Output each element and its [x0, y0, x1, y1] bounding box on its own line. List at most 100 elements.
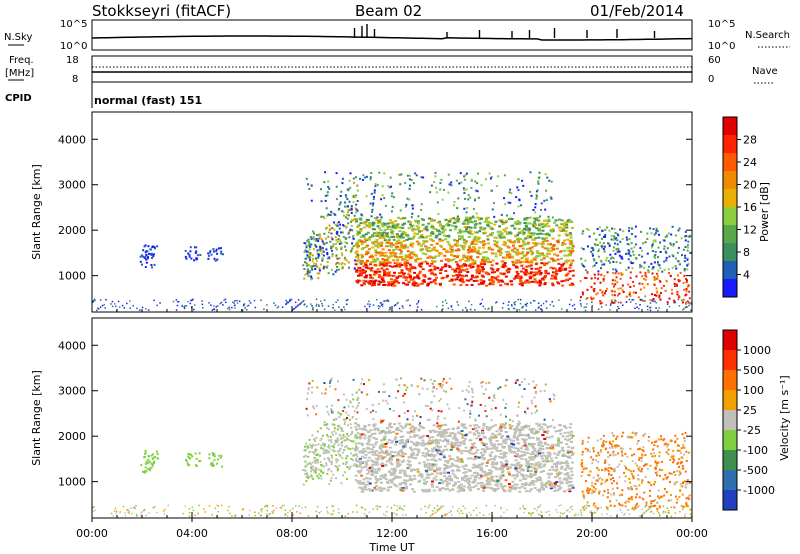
scatter-cell [553, 221, 557, 224]
scatter-cell [324, 199, 327, 202]
scatter-cell [389, 176, 392, 179]
scatter-cell [532, 427, 536, 430]
scatter-cell [685, 302, 687, 305]
scatter-cell [403, 474, 407, 477]
scatter-cell [680, 299, 683, 302]
scatter-cell [668, 272, 670, 274]
scatter-cell [361, 255, 364, 258]
scatter-cell [334, 309, 336, 311]
scatter-cell [316, 253, 319, 256]
scatter-cell [550, 180, 553, 183]
scatter-cell [100, 299, 102, 301]
scatter-cell [352, 181, 355, 184]
scatter-cell [555, 224, 559, 227]
scatter-cell [333, 221, 336, 224]
scatter-cell [359, 218, 363, 221]
scatter-cell [330, 236, 333, 239]
scatter-cell [508, 191, 511, 194]
scatter-cell [195, 257, 198, 260]
scatter-cell [394, 475, 398, 478]
scatter-cell [364, 233, 368, 236]
scatter-cell [335, 239, 338, 242]
scatter-cell [331, 255, 334, 258]
scatter-cell [348, 418, 351, 421]
scatter-cell [406, 235, 410, 238]
scatter-cell [394, 304, 397, 306]
scatter-cell [408, 423, 412, 426]
scatter-cell [315, 239, 318, 242]
scatter-cell [520, 282, 524, 284]
scatter-cell [538, 447, 542, 450]
scatter-cell [380, 304, 383, 306]
scatter-cell [213, 305, 215, 307]
scatter-cell [583, 276, 586, 279]
scatter-cell [153, 299, 155, 302]
scatter-cell [331, 456, 334, 459]
scatter-cell [481, 448, 485, 451]
scatter-cell [527, 227, 531, 230]
scatter-cell [461, 478, 465, 481]
scatter-cell [311, 268, 314, 271]
scatter-cell [580, 257, 583, 260]
scatter-cell [479, 481, 483, 484]
scatter-cell [538, 428, 542, 431]
scatter-cell [152, 255, 155, 258]
scatter-cell [193, 308, 195, 311]
scatter-cell [544, 484, 547, 486]
scatter-cell [461, 230, 465, 233]
scatter-cell [489, 479, 493, 482]
scatter-cell [497, 175, 500, 178]
scatter-cell [417, 226, 421, 229]
scatter-cell [546, 243, 550, 246]
scatter-cell [139, 309, 141, 311]
scatter-cell [330, 460, 333, 463]
scatter-cell [475, 189, 478, 192]
scatter-cell [312, 254, 314, 257]
scatter-cell [354, 449, 358, 452]
scatter-cell [451, 431, 455, 434]
scatter-cell [144, 244, 147, 247]
scatter-cell [478, 218, 482, 221]
scatter-cell [326, 426, 329, 429]
scatter-cell [513, 212, 516, 215]
scatter-cell [537, 219, 541, 222]
scatter-cell [379, 243, 383, 246]
scatter-cell [500, 219, 504, 222]
scatter-cell [394, 248, 398, 251]
scatter-cell [335, 466, 338, 469]
scatter-cell [493, 490, 497, 492]
scatter-cell [652, 298, 654, 300]
scatter-cell [321, 305, 324, 307]
scatter-cell [617, 305, 619, 308]
scatter-cell [390, 480, 394, 483]
scatter-cell [518, 490, 522, 493]
scatter-cell [356, 253, 359, 256]
scatter-cell [357, 245, 360, 247]
scatter-cell [562, 230, 566, 232]
scatter-cell [542, 233, 546, 236]
scatter-cell [328, 458, 330, 461]
scatter-cell [484, 272, 488, 275]
scatter-cell [605, 259, 607, 262]
scatter-cell [385, 262, 389, 265]
scatter-cell [103, 303, 105, 306]
scatter-cell [185, 257, 188, 260]
scatter-cell [336, 469, 339, 472]
scatter-cell [314, 461, 317, 464]
scatter-cell [310, 444, 313, 447]
scatter-cell [416, 220, 420, 223]
scatter-cell [474, 243, 478, 246]
scatter-cell [333, 443, 336, 446]
scatter-cell [638, 254, 641, 256]
scatter-cell [474, 455, 478, 458]
scatter-cell [689, 234, 692, 237]
scatter-cell [399, 442, 402, 445]
scatter-cell [533, 217, 537, 220]
scatter-cell [546, 176, 549, 179]
scatter-cell [413, 276, 417, 279]
scatter-cell [216, 305, 219, 307]
scatter-cell [548, 468, 552, 471]
scatter-cell [520, 483, 524, 485]
scatter-cell [463, 426, 467, 429]
scatter-cell [482, 458, 486, 461]
